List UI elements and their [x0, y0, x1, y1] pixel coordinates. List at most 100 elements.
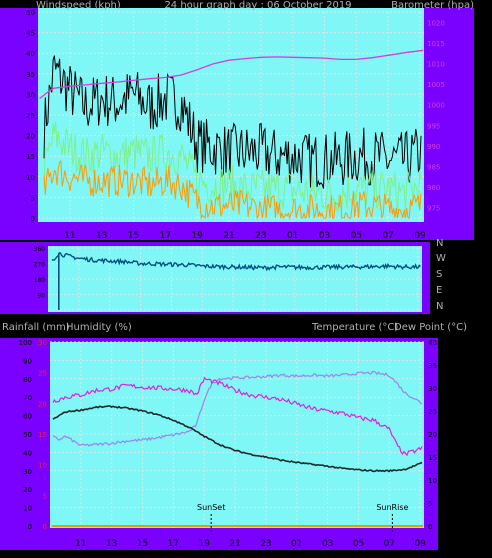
wind-time-tick-label: 11: [64, 231, 75, 241]
wind-time-tick-label: 17: [160, 231, 171, 241]
wind-gust-line: [43, 55, 422, 189]
windspeed-tick-label: 50: [26, 9, 35, 17]
barometer-tick-label: 985: [427, 164, 440, 172]
rainfall-axis: 0 5 10 15 20 25 30: [38, 339, 47, 531]
barometer-tick-label: 1010: [427, 61, 445, 69]
temperature-tick-label: 20: [428, 431, 437, 439]
barometer-tick-label: 1015: [427, 40, 445, 48]
humidity-tick-label: 70: [23, 394, 32, 402]
temperature-tick-label: 0: [428, 523, 432, 531]
sunset-label: SunSet: [197, 503, 225, 512]
barometer-tick-label: 1020: [427, 19, 445, 27]
temperature-axis: 0 5 10 15 20 25 30 35 40: [428, 339, 437, 531]
temperature-time-tick-label: 17: [168, 539, 179, 549]
temperature-time-tick-label: 15: [137, 539, 148, 549]
temperature-time-tick-label: 19: [199, 539, 211, 549]
wind-direction-line: [51, 252, 421, 272]
barometer-tick-label: 980: [427, 184, 440, 192]
direction-series: [51, 252, 421, 310]
direction-label: W: [436, 253, 446, 264]
humidity-tick-label: 100: [19, 339, 32, 347]
windspeed-axis: 0 5 10 15 20 25 30 35 40 45 50: [26, 9, 35, 223]
windspeed-tick-label: 25: [26, 112, 35, 120]
temperature-title: Temperature (°C): [311, 322, 398, 333]
rainfall-tick-label: 0: [43, 523, 47, 531]
direction-label: E: [436, 285, 442, 296]
sunrise-label: SunRise: [376, 503, 408, 512]
barometer-tick-label: 995: [427, 122, 440, 130]
temperature-time-tick-label: 11: [75, 539, 86, 549]
humidity-tick-label: 0: [28, 523, 32, 531]
windspeed-tick-label: 10: [26, 174, 35, 182]
wind-time-tick-label: 09: [414, 231, 426, 241]
rainfall-tick-label: 20: [38, 400, 47, 408]
direction-label: N: [436, 301, 443, 312]
direction-tick-label: 360: [34, 246, 46, 253]
windspeed-title: Windspeed (kph): [36, 0, 121, 11]
temperature-time-tick-label: 21: [229, 539, 240, 549]
temperature-time-tick-label: 07: [384, 539, 395, 549]
temperature-plot-area: [50, 342, 424, 528]
rainfall-tick-label: 25: [38, 370, 47, 378]
windspeed-tick-label: 35: [26, 71, 35, 79]
rainfall-tick-label: 10: [38, 462, 47, 470]
wind-time-tick-label: 03: [319, 231, 330, 241]
windspeed-tick-label: 0: [31, 215, 35, 223]
humidity-tick-label: 20: [23, 486, 32, 494]
barometer-tick-label: 975: [427, 205, 440, 213]
dewpoint-title: Dew Point (°C): [394, 322, 467, 333]
wind-average-line: [43, 121, 422, 212]
rainfall-tick-label: 5: [43, 492, 47, 500]
barometer-tick-label: 1005: [427, 81, 445, 89]
wind-time-tick-label: 05: [351, 231, 362, 241]
direction-label: S: [436, 269, 442, 280]
humidity-title: Humidity (%): [66, 322, 132, 333]
windspeed-tick-label: 20: [26, 133, 35, 141]
barometer-line: [39, 49, 424, 100]
wind-time-axis: 11 13 15 17 19 21 23 01 03 05 07 09: [64, 231, 426, 241]
windspeed-tick-label: 15: [26, 153, 35, 161]
humidity-tick-label: 30: [23, 468, 32, 476]
temperature-time-tick-label: 01: [291, 539, 302, 549]
temperature-time-tick-label: 09: [414, 539, 426, 549]
humidity-line: [52, 376, 423, 457]
temperature-time-tick-label: 13: [106, 539, 117, 549]
sun-markers: SunSet SunRise: [197, 503, 409, 532]
barometer-axis: 975 980 985 990 995 1000 1005 1010 1015 1020: [427, 19, 445, 212]
dewpoint-line: [52, 370, 423, 447]
graph-day-title: 24 hour graph day : 06 October 2019: [164, 0, 351, 11]
humidity-tick-label: 10: [23, 505, 32, 513]
humidity-tick-label: 90: [23, 357, 32, 365]
direction-plot-area: [48, 246, 422, 312]
barometer-tick-label: 990: [427, 143, 440, 151]
humidity-tick-label: 60: [23, 413, 32, 421]
temperature-tick-label: 40: [428, 339, 437, 347]
temperature-tick-label: 10: [428, 477, 437, 485]
temperature-tick-label: 30: [428, 385, 437, 393]
temperature-tick-label: 25: [428, 408, 437, 416]
humidity-axis: 0 10 20 30 40 50 60 70 80 90 100: [19, 339, 32, 531]
rainfall-tick-label: 15: [38, 431, 47, 439]
temperature-line: [52, 405, 423, 473]
wind-low-line: [43, 159, 422, 220]
temperature-time-tick-label: 05: [353, 539, 364, 549]
humidity-tick-label: 80: [23, 376, 32, 384]
wind-time-tick-label: 19: [191, 231, 203, 241]
wind-time-tick-label: 13: [96, 231, 107, 241]
temperature-grid: [50, 341, 424, 530]
wind-time-tick-label: 21: [223, 231, 234, 241]
direction-label: N: [436, 238, 443, 249]
direction-tick-label: 90: [37, 293, 45, 300]
direction-tick-label: 180: [34, 277, 46, 284]
temperature-time-axis: 11 13 15 17 19 21 23 01 03 05 07 09: [75, 539, 426, 549]
windspeed-tick-label: 40: [26, 50, 35, 58]
temperature-time-tick-label: 03: [322, 539, 333, 549]
windspeed-tick-label: 30: [26, 91, 35, 99]
wind-series: [39, 49, 424, 220]
temperature-tick-label: 35: [428, 362, 437, 370]
temperature-time-tick-label: 23: [260, 539, 271, 549]
direction-tick-label: 270: [34, 262, 46, 269]
rainfall-tick-label: 30: [38, 339, 47, 347]
barometer-title: Barometer (hpa): [391, 0, 474, 11]
